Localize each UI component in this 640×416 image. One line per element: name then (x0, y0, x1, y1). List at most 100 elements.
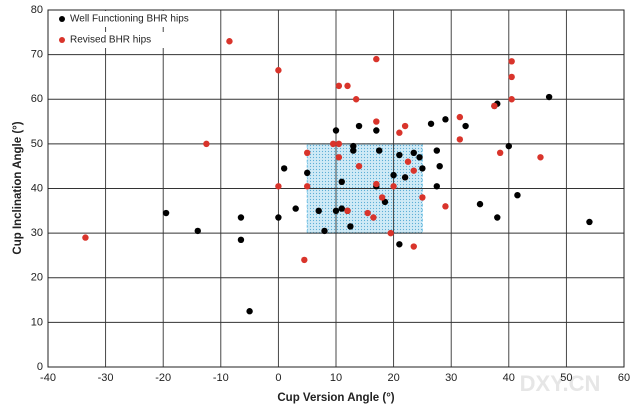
point (508, 96, 515, 103)
point (419, 165, 426, 172)
point (275, 214, 282, 221)
y-axis-title: Cup Inclination Angle (°) (12, 121, 24, 254)
point (335, 82, 343, 90)
point (352, 96, 360, 103)
point (373, 180, 380, 188)
point (390, 183, 397, 190)
x-tick-label: 30 (445, 372, 457, 384)
point (416, 154, 423, 161)
point (401, 122, 409, 130)
point (378, 194, 386, 201)
point (442, 203, 449, 210)
point (332, 127, 340, 134)
point (304, 169, 311, 177)
point (373, 118, 380, 125)
legend-bg (54, 32, 204, 48)
point (419, 194, 426, 201)
point (355, 162, 363, 170)
point (401, 174, 409, 181)
point (350, 142, 357, 150)
point (545, 93, 553, 101)
point (194, 227, 201, 235)
x-tick-label: -30 (98, 372, 114, 384)
x-tick-label: -40 (40, 372, 56, 384)
point (275, 183, 282, 190)
y-tick-label: 40 (31, 182, 43, 194)
point (410, 149, 417, 156)
x-tick-label: 60 (618, 372, 630, 384)
x-tick-label: 50 (560, 372, 572, 384)
point (586, 218, 593, 226)
point (237, 214, 245, 221)
point (373, 127, 380, 134)
point (396, 129, 403, 136)
point (433, 183, 440, 190)
y-tick-label: 50 (31, 138, 43, 150)
y-tick-label: 80 (31, 4, 43, 16)
point (355, 122, 363, 130)
y-tick-label: 0 (37, 361, 43, 373)
point (226, 38, 233, 45)
point (344, 82, 351, 90)
point (476, 200, 484, 208)
point (456, 136, 464, 143)
point (494, 214, 501, 221)
point (462, 122, 469, 130)
point (376, 147, 383, 154)
point (82, 234, 89, 241)
point (335, 154, 343, 161)
y-tick-label: 70 (31, 49, 43, 61)
x-tick-label: 40 (503, 372, 515, 384)
point (387, 229, 394, 237)
point (280, 165, 288, 172)
legend-marker (59, 16, 65, 22)
point (427, 120, 435, 127)
point (332, 207, 340, 215)
point (275, 67, 282, 74)
point (203, 140, 210, 148)
y-tick-label: 60 (31, 93, 43, 105)
x-axis-title: Cup Version Angle (°) (277, 392, 394, 404)
point (301, 256, 308, 264)
point (514, 191, 521, 199)
point (410, 167, 417, 174)
legend-marker (59, 37, 65, 43)
point (344, 207, 351, 215)
point (304, 183, 311, 190)
point (373, 55, 380, 63)
point (396, 241, 403, 248)
point (292, 205, 299, 212)
point (456, 113, 464, 121)
point (404, 158, 412, 165)
y-tick-label: 30 (31, 227, 43, 239)
x-tick-label: -20 (155, 372, 171, 384)
y-tick-label: 10 (31, 316, 43, 328)
point (396, 151, 403, 159)
point (442, 116, 449, 123)
point (315, 207, 322, 215)
point (436, 162, 443, 170)
watermark: DXY.CN (520, 371, 601, 396)
x-tick-label: 20 (387, 372, 399, 384)
point (370, 214, 377, 221)
point (304, 149, 311, 156)
point (410, 243, 417, 250)
point (491, 102, 498, 110)
point (508, 73, 515, 81)
point (505, 142, 512, 150)
x-tick-label: 0 (275, 372, 281, 384)
point (321, 227, 328, 235)
point (433, 147, 440, 154)
point (237, 236, 245, 244)
plot-border (47, 9, 625, 368)
x-tick-label: -10 (213, 372, 229, 384)
point (338, 205, 345, 212)
y-tick-label: 20 (31, 272, 43, 284)
point (364, 209, 371, 217)
legend-bg (54, 11, 204, 27)
point (347, 223, 354, 230)
point (246, 308, 253, 315)
point (162, 209, 170, 217)
point (508, 58, 515, 65)
